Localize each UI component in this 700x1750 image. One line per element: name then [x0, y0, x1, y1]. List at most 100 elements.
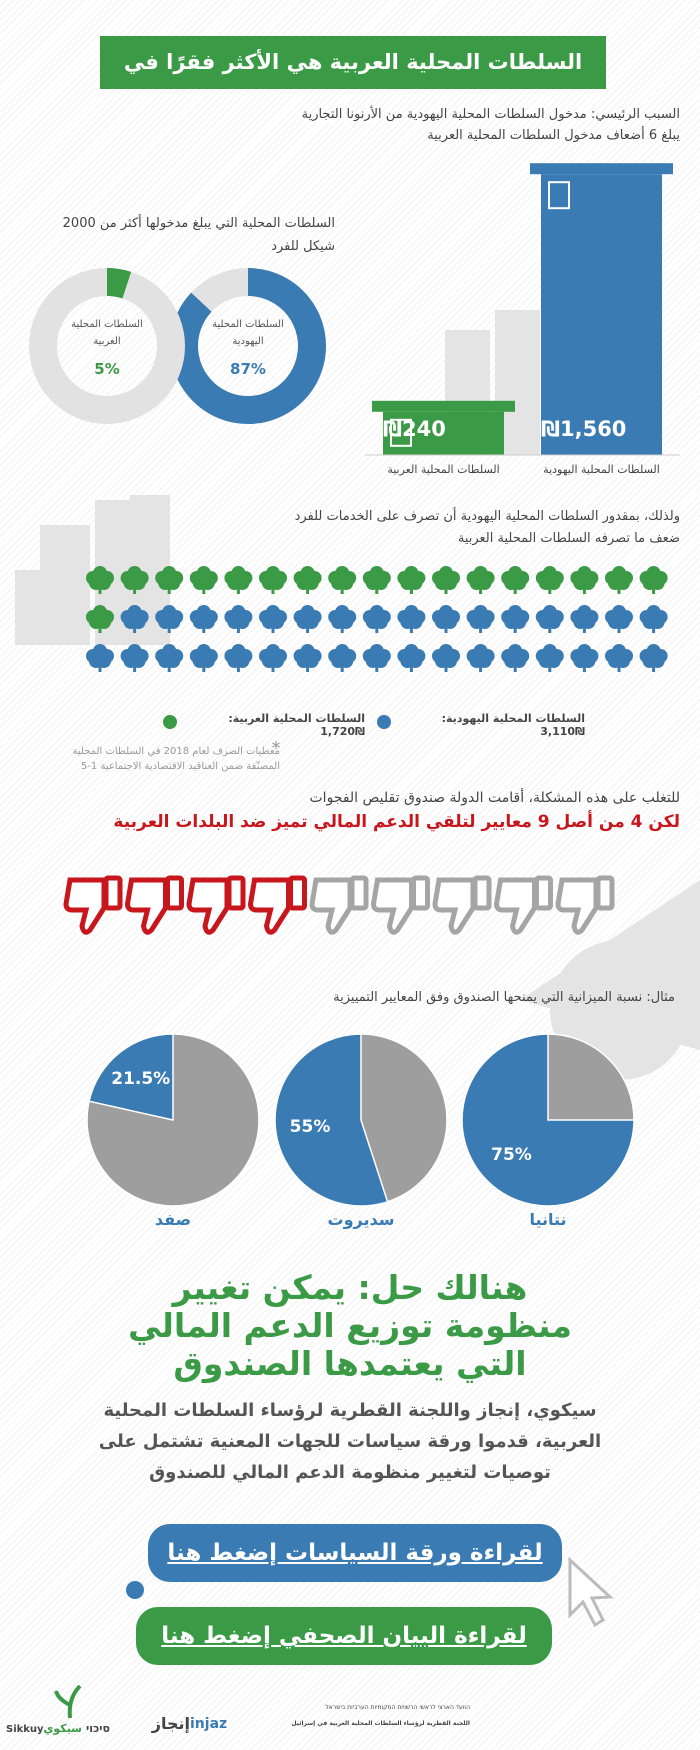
tree-icon	[501, 566, 530, 594]
tree-icon	[535, 605, 564, 633]
tree-leaf	[373, 654, 388, 668]
window	[390, 418, 412, 447]
legend-label: السلطات المحلية اليهودية: ₪3,110	[441, 712, 585, 738]
tree-leaf	[304, 654, 319, 668]
tree-leaf	[408, 576, 423, 590]
thumb-hand	[555, 877, 599, 935]
tree-icon	[501, 644, 530, 672]
dot	[126, 1581, 144, 1599]
legend-dot	[377, 715, 391, 729]
bar-name: السلطات المحلية العربية	[387, 463, 500, 476]
thumb-cuff	[165, 875, 184, 911]
thumb-cuff	[534, 875, 553, 911]
thumb-hand	[247, 877, 291, 935]
thumb-hand	[186, 877, 230, 935]
tree-icon	[466, 644, 495, 672]
donut-value: 87%	[230, 360, 266, 378]
tree-icon	[155, 566, 184, 594]
tree-icon	[570, 566, 599, 594]
tree-leaf	[304, 576, 319, 590]
tree-leaf	[650, 576, 665, 590]
donut-name: السلطات المحلية العربية	[71, 319, 143, 347]
thumb-icon	[63, 875, 123, 935]
tree-icon	[120, 644, 149, 672]
tree-leaf	[200, 576, 215, 590]
title-box	[100, 36, 606, 89]
thumb-icon	[186, 875, 246, 935]
tree-leaf	[512, 654, 527, 668]
tree-icon	[397, 644, 426, 672]
tree-leaf	[616, 615, 630, 629]
tree-icon	[362, 605, 391, 633]
donut-arc	[106, 268, 132, 299]
star-icon: *	[272, 738, 281, 759]
legend-dot	[163, 715, 177, 729]
building	[541, 174, 662, 455]
thumb-hand	[432, 877, 476, 935]
tree-icon	[432, 566, 460, 594]
tree-icon	[328, 605, 357, 633]
tree-leaf	[200, 654, 215, 668]
pie-name: نتانيا	[529, 1210, 567, 1229]
tree-leaf	[97, 654, 111, 668]
bar-value: ₪240	[383, 417, 446, 441]
press-button[interactable]: لقراءة البيان الصحفي إضغط هنا	[136, 1607, 552, 1665]
tree-icon	[120, 566, 149, 594]
tree-leaf	[166, 654, 181, 668]
pie-label: 21.5%	[111, 1068, 171, 1089]
tree-leaf	[616, 654, 630, 668]
thumb-cuff	[411, 875, 430, 911]
tree-leaf	[581, 615, 596, 629]
tree-icon	[605, 605, 633, 633]
tree-icon	[86, 566, 114, 594]
tree-icon	[293, 566, 322, 594]
pie-name: سديروت	[327, 1210, 395, 1229]
tree-leaf	[546, 576, 561, 590]
tree-leaf	[373, 576, 388, 590]
tree-leaf	[581, 654, 596, 668]
window	[548, 181, 570, 210]
income-text: السبب الرئيسي: مدخول السلطات المحلية الي…	[301, 107, 680, 143]
tree-leaf	[166, 615, 181, 629]
tree-icon	[639, 566, 668, 594]
tree-icon	[605, 644, 633, 672]
pie-slice	[274, 1033, 389, 1207]
tree-icon	[259, 644, 287, 672]
donut-name: السلطات المحلية اليهودية	[212, 319, 284, 347]
tree-icon	[362, 566, 391, 594]
tree-leaf	[97, 576, 111, 590]
injaz-logo: injaz	[190, 1716, 228, 1732]
building-roof	[530, 163, 673, 175]
pie-slice	[88, 1033, 174, 1121]
thumb-icon	[493, 875, 553, 935]
policy-button[interactable]: لقراءة ورقة السياسات إضغط هنا	[148, 1524, 562, 1582]
tree-leaf	[270, 615, 284, 629]
tree-leaf	[581, 576, 596, 590]
tree-icon	[155, 644, 184, 672]
tree-icon	[189, 644, 218, 672]
thumb-hand	[124, 877, 168, 935]
bar-name: السلطات المحلية اليهودية	[543, 463, 660, 476]
tree-leaf	[97, 615, 111, 629]
tree-icon	[120, 605, 149, 633]
tree-leaf	[200, 615, 215, 629]
tree-icon	[466, 605, 495, 633]
pie-label: 55%	[289, 1117, 331, 1138]
tree-leaf	[477, 654, 492, 668]
tree-leaf	[131, 654, 146, 668]
tree-icon	[293, 644, 322, 672]
tree-icon	[639, 644, 668, 672]
tree-icon	[501, 605, 530, 633]
thumb-icon	[247, 875, 307, 935]
tree-icon	[259, 605, 287, 633]
tree-leaf	[512, 615, 527, 629]
tree-leaf	[546, 615, 561, 629]
thumb-icon	[124, 875, 184, 935]
solution-heading: هنالك حل: يمكن تغيير	[172, 1268, 528, 1307]
solution-body: توصيات لتغيير منظومة الدعم المالي للصندو…	[149, 1462, 551, 1483]
thumb-icon	[309, 875, 369, 935]
solution-body: سيكوي، إنجاز واللجنة القطرية لرؤساء السل…	[103, 1400, 597, 1421]
solution-body: العربية، قدموا ورقة سياسات للجهات المعني…	[98, 1431, 602, 1452]
